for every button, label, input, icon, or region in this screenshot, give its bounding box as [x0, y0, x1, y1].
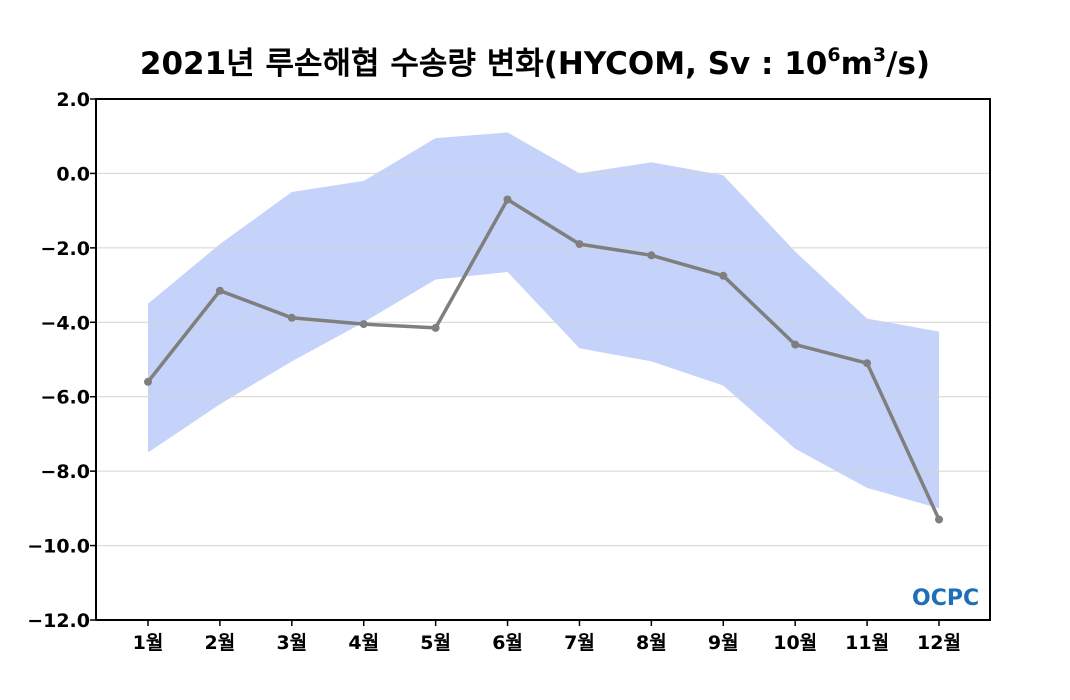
data-point-4	[359, 320, 368, 329]
y-tick-label-2: −2.0	[40, 238, 90, 260]
title-unit-m: m	[840, 46, 873, 82]
plot-frame	[95, 98, 991, 621]
x-tick-label-2: 3월	[276, 632, 307, 654]
data-point-11	[863, 359, 872, 368]
x-tick-label-8: 9월	[708, 632, 739, 654]
y-tick-label-6: −10.0	[27, 536, 90, 558]
y-tick-label-1: 0.0	[56, 163, 90, 185]
x-tick-label-3: 4월	[348, 632, 379, 654]
x-tick-label-11: 12월	[917, 632, 961, 654]
y-tick-label-7: −12.0	[27, 610, 90, 632]
x-tick-label-5: 6월	[492, 632, 523, 654]
x-tick-label-6: 7월	[564, 632, 595, 654]
chart-title: 2021년 루손해협 수송량 변화(HYCOM, Sv : 106m3/s)	[0, 38, 1070, 83]
x-tick-label-10: 11월	[845, 632, 889, 654]
title-main: 2021년 루손해협 수송량 변화(HYCOM, Sv : 10	[139, 46, 828, 82]
range-band	[148, 132, 939, 509]
title-exponent-6: 6	[827, 43, 841, 66]
series-layer	[144, 195, 943, 524]
ocpc-logo-text: OCPC	[912, 586, 979, 611]
data-point-6	[503, 195, 512, 204]
data-point-7	[575, 240, 584, 249]
data-point-10	[791, 340, 800, 349]
series-line-0	[146, 197, 941, 521]
title-tail: /s)	[886, 46, 931, 82]
x-tick-label-1: 2월	[205, 632, 236, 654]
x-tick-label-9: 10월	[773, 632, 817, 654]
x-tick-label-0: 1월	[133, 632, 164, 654]
band-layer	[148, 132, 939, 509]
data-point-8	[647, 251, 656, 260]
data-point-12	[935, 515, 943, 524]
data-point-9	[719, 271, 728, 280]
data-point-5	[431, 323, 440, 332]
axis-layer: 2.0 0.0 −2.0 −4.0 −6.0 −8.0 −10.0 −12.0 1월 2월 3월 4월…	[27, 89, 961, 654]
data-point-3	[287, 313, 296, 322]
x-tick-label-4: 5월	[420, 632, 451, 654]
data-point-1	[144, 377, 152, 386]
y-tick-label-5: −8.0	[40, 461, 90, 483]
data-point-2	[215, 286, 224, 295]
y-tick-label-4: −6.0	[40, 387, 90, 409]
ocpc-logo: OCPC	[912, 586, 979, 611]
title-exponent-3: 3	[872, 43, 887, 66]
x-tick-label-7: 8월	[636, 632, 667, 654]
y-tick-label-3: −4.0	[40, 312, 90, 334]
y-tick-label-0: 2.0	[56, 89, 90, 111]
